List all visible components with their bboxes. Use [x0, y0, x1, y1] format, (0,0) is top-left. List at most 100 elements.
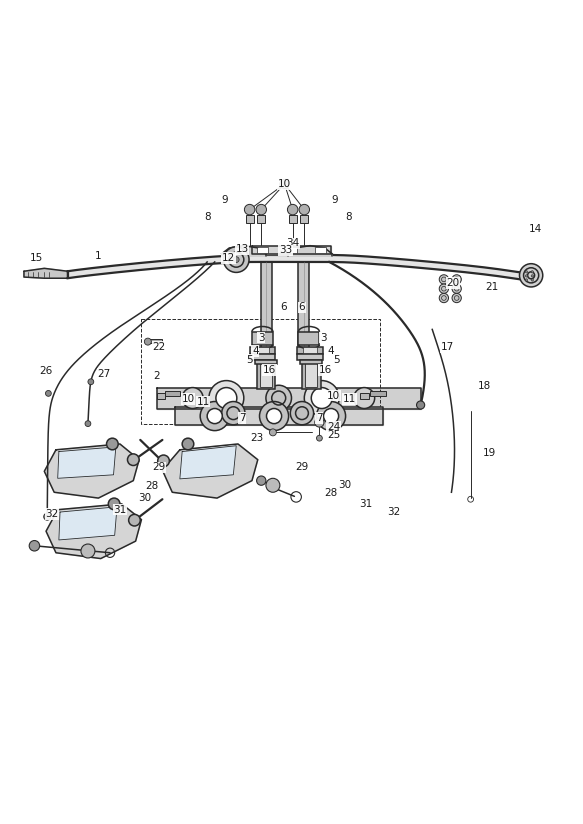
- Circle shape: [317, 435, 322, 441]
- Text: 5: 5: [246, 354, 253, 365]
- Polygon shape: [175, 407, 384, 425]
- Circle shape: [45, 391, 51, 396]
- Circle shape: [315, 418, 324, 427]
- Bar: [255, 348, 269, 353]
- Bar: [255, 359, 277, 364]
- Bar: [252, 332, 273, 344]
- Text: 10: 10: [278, 179, 291, 189]
- Bar: [298, 262, 309, 349]
- Circle shape: [257, 476, 266, 485]
- Text: 14: 14: [529, 224, 542, 234]
- Circle shape: [452, 284, 461, 293]
- Text: 29: 29: [152, 462, 166, 472]
- Circle shape: [519, 264, 543, 287]
- Circle shape: [311, 387, 332, 409]
- Circle shape: [259, 401, 289, 431]
- Bar: [257, 361, 275, 389]
- Circle shape: [269, 428, 276, 436]
- Circle shape: [222, 401, 245, 425]
- Text: 16: 16: [318, 365, 332, 375]
- Circle shape: [290, 401, 314, 425]
- Circle shape: [145, 338, 152, 345]
- Text: 34: 34: [286, 238, 299, 248]
- Text: 28: 28: [324, 489, 338, 499]
- Circle shape: [299, 204, 310, 215]
- Text: 21: 21: [486, 282, 499, 292]
- Bar: [360, 393, 369, 399]
- Text: 18: 18: [478, 381, 491, 391]
- Text: 28: 28: [145, 481, 159, 491]
- Circle shape: [531, 279, 533, 281]
- Text: 31: 31: [359, 499, 373, 509]
- Bar: [149, 339, 162, 344]
- Text: 19: 19: [483, 447, 496, 457]
- Polygon shape: [157, 387, 420, 409]
- Circle shape: [107, 438, 118, 450]
- Text: 31: 31: [113, 505, 127, 515]
- Text: 6: 6: [298, 302, 305, 312]
- Text: 33: 33: [279, 246, 292, 255]
- Bar: [245, 215, 254, 223]
- Text: 5: 5: [333, 354, 340, 365]
- Circle shape: [207, 409, 222, 424]
- Bar: [286, 247, 297, 253]
- Circle shape: [223, 247, 249, 273]
- Bar: [370, 391, 387, 396]
- Text: 9: 9: [332, 194, 339, 204]
- Bar: [257, 215, 265, 223]
- Circle shape: [439, 274, 448, 284]
- Circle shape: [304, 381, 339, 415]
- Circle shape: [108, 498, 120, 510]
- Circle shape: [287, 204, 298, 215]
- Text: 3: 3: [320, 333, 327, 343]
- Circle shape: [354, 387, 375, 409]
- Bar: [300, 359, 322, 364]
- Bar: [297, 353, 323, 359]
- Bar: [257, 247, 268, 253]
- Bar: [166, 391, 180, 396]
- Polygon shape: [59, 507, 117, 540]
- Text: 27: 27: [97, 369, 111, 379]
- Circle shape: [200, 401, 229, 431]
- Text: 4: 4: [328, 346, 335, 356]
- Text: 7: 7: [316, 413, 323, 423]
- Circle shape: [266, 409, 282, 424]
- Text: 32: 32: [387, 507, 400, 517]
- Polygon shape: [222, 246, 266, 256]
- Circle shape: [233, 257, 239, 263]
- Text: 15: 15: [30, 253, 43, 263]
- Text: 26: 26: [40, 367, 52, 377]
- Bar: [157, 393, 166, 399]
- Text: 2: 2: [153, 371, 160, 381]
- Text: 23: 23: [250, 433, 264, 443]
- Text: 9: 9: [222, 194, 228, 204]
- Circle shape: [244, 204, 255, 215]
- Text: 16: 16: [263, 365, 276, 375]
- Bar: [302, 361, 321, 389]
- Bar: [142, 319, 380, 424]
- Circle shape: [531, 270, 533, 273]
- Text: 20: 20: [447, 278, 460, 288]
- Text: 8: 8: [204, 212, 210, 222]
- Polygon shape: [46, 504, 142, 559]
- Text: 24: 24: [326, 422, 340, 432]
- Circle shape: [525, 279, 528, 281]
- Bar: [250, 347, 275, 353]
- Polygon shape: [163, 444, 258, 498]
- Circle shape: [88, 379, 94, 385]
- Bar: [298, 332, 319, 344]
- Text: 6: 6: [280, 302, 287, 312]
- Bar: [303, 348, 317, 353]
- Text: 17: 17: [441, 342, 454, 352]
- Text: 3: 3: [258, 333, 265, 343]
- Circle shape: [158, 455, 170, 466]
- Bar: [315, 247, 326, 253]
- Circle shape: [182, 387, 203, 409]
- Bar: [250, 353, 275, 359]
- Circle shape: [29, 541, 40, 551]
- Text: 10: 10: [327, 391, 340, 400]
- Circle shape: [182, 438, 194, 450]
- Circle shape: [44, 513, 51, 520]
- Polygon shape: [44, 444, 139, 498]
- Circle shape: [209, 381, 244, 415]
